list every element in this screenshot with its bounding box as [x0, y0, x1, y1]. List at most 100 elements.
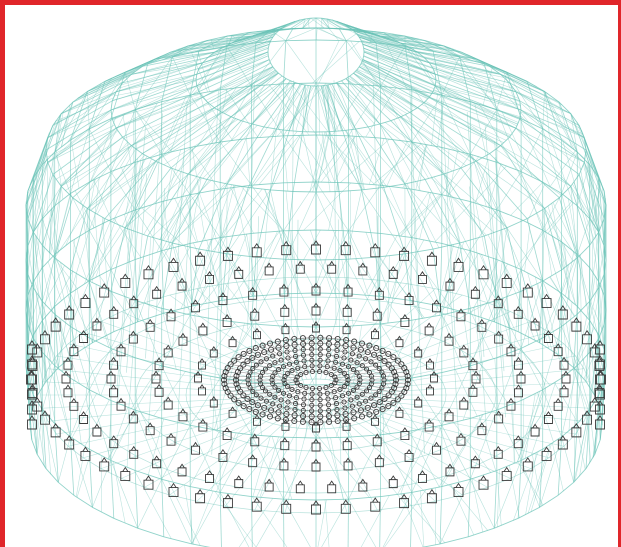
mesh-edge	[256, 391, 267, 396]
mesh-edge	[434, 244, 454, 317]
mesh-edge	[55, 137, 124, 180]
mesh-edge	[288, 27, 308, 29]
mesh-edge	[54, 313, 71, 327]
mesh-edge	[520, 448, 543, 461]
mesh-edge	[589, 177, 599, 219]
mesh-edge	[70, 128, 90, 141]
mesh-edge	[561, 365, 578, 437]
mesh-edge	[375, 463, 395, 468]
support-node	[222, 314, 232, 327]
dense-node	[390, 354, 397, 361]
mesh-edge	[586, 413, 592, 462]
mesh-edge	[112, 78, 197, 101]
mesh-edge	[598, 245, 605, 282]
mesh-edge	[135, 108, 217, 150]
mesh-edge	[370, 398, 380, 403]
mesh-edge	[236, 375, 249, 377]
mesh-edge	[26, 212, 28, 273]
mesh-edge	[355, 258, 403, 322]
mesh-edge	[394, 371, 407, 374]
mesh-edge	[424, 40, 460, 58]
mesh-edge	[270, 131, 303, 191]
mesh-edge	[382, 386, 395, 389]
mesh-edge	[348, 85, 381, 136]
mesh-edge	[520, 269, 540, 343]
mesh-edge	[380, 253, 406, 324]
mesh-edge	[131, 62, 203, 75]
mesh-edge	[52, 91, 117, 126]
mesh-edge	[348, 393, 358, 398]
mesh-edge	[45, 468, 59, 483]
mesh-edge	[411, 237, 442, 244]
mesh-edge	[392, 367, 405, 370]
mesh-edge	[259, 445, 274, 449]
mesh-edge	[315, 82, 349, 136]
mesh-edge	[405, 248, 434, 255]
mesh-edge	[380, 85, 413, 143]
mesh-edge	[459, 56, 498, 110]
mesh-edge	[172, 311, 194, 319]
mesh-edge	[250, 386, 262, 388]
mesh-edge	[380, 141, 413, 186]
mesh-edge	[542, 128, 562, 141]
mesh-edge	[533, 355, 576, 363]
mesh-edge	[297, 366, 305, 369]
mesh-edge	[363, 48, 436, 75]
support-node	[516, 370, 526, 384]
mesh-edge	[411, 141, 443, 195]
mesh-edge	[362, 55, 365, 60]
mesh-edge	[520, 111, 584, 135]
mesh-edge	[573, 409, 590, 483]
mesh-edge	[161, 307, 191, 316]
mesh-edge	[476, 160, 508, 228]
mesh-edge	[294, 415, 298, 422]
mesh-edge	[181, 141, 224, 197]
mesh-edge	[194, 315, 203, 375]
mesh-edge	[295, 450, 302, 471]
mesh-edge	[260, 394, 271, 399]
mesh-edge	[595, 343, 602, 389]
mesh-edge	[26, 158, 48, 196]
mesh-edge	[303, 355, 307, 361]
mesh-edge	[77, 71, 135, 99]
mesh-edge	[108, 342, 122, 353]
mesh-edge	[207, 51, 215, 58]
mesh-edge	[424, 102, 507, 141]
mesh-edge	[385, 330, 412, 348]
mesh-edge	[295, 379, 298, 384]
mesh-edge	[47, 91, 117, 138]
mesh-edge	[318, 394, 321, 400]
mesh-edge	[230, 364, 242, 367]
support-node	[514, 384, 523, 398]
mesh-edge	[561, 193, 578, 255]
dense-node	[274, 415, 281, 422]
mesh-edge	[189, 314, 221, 379]
mesh-edge	[358, 31, 420, 40]
mesh-edge	[214, 47, 223, 53]
mesh-edge	[27, 281, 34, 350]
mesh-edge	[116, 142, 138, 389]
mesh-edge	[134, 109, 162, 155]
mesh-edge	[252, 230, 284, 297]
mesh-edge	[186, 401, 190, 408]
dense-node	[280, 390, 287, 396]
mesh-edge	[371, 375, 384, 378]
mesh-edge	[391, 487, 408, 507]
mesh-edge	[201, 35, 252, 43]
dense-node	[292, 401, 299, 407]
dense-node	[381, 358, 388, 365]
mesh-edge	[358, 423, 386, 443]
mesh-edge	[578, 162, 585, 175]
mesh-edge	[257, 354, 267, 359]
mesh-edge	[348, 496, 381, 500]
mesh-edge	[478, 352, 524, 363]
mesh-edge	[373, 405, 383, 410]
mesh-edge	[189, 377, 221, 426]
mesh-edge	[391, 39, 462, 53]
mesh-edge	[98, 419, 147, 428]
dense-node	[235, 354, 242, 361]
mesh-edge	[47, 118, 113, 163]
mesh-edge	[60, 129, 118, 187]
mesh-edge	[278, 366, 284, 370]
mesh-edge	[423, 56, 500, 74]
